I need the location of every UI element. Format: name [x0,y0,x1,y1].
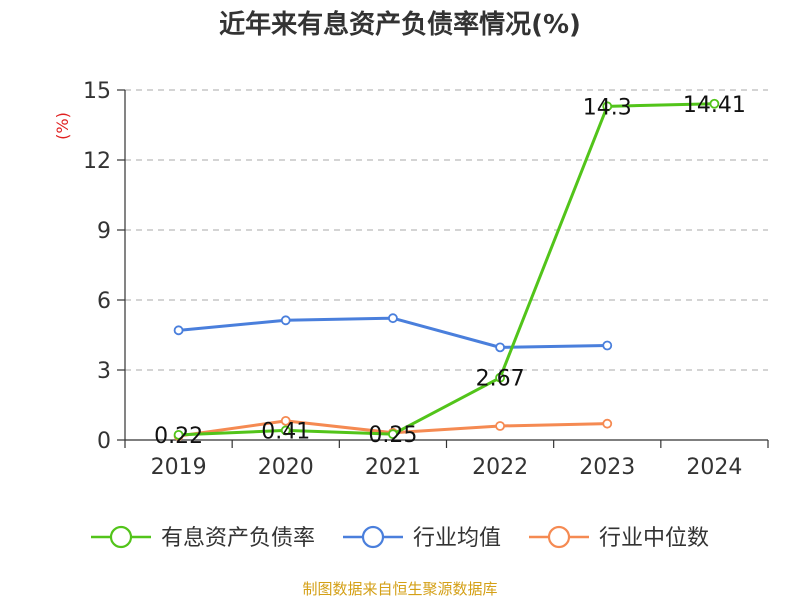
data-label: 2.67 [476,367,525,392]
data-point-interest-debt-ratio [495,372,505,383]
y-tick-label: 3 [97,359,111,384]
data-point-industry-mean [495,342,505,353]
data-point-industry-median [602,418,613,429]
data-point-industry-median [280,415,291,426]
legend-label: 有息资产负债率 [161,526,315,551]
data-label: 0.22 [154,424,203,449]
y-tick-label: 15 [83,79,111,104]
grid-lines [125,89,768,371]
y-tick-label: 0 [97,429,111,454]
series-lines [173,98,720,441]
legend-marker [547,525,571,549]
x-tick-label: 2021 [365,455,421,480]
y-tick-label: 6 [97,289,111,314]
x-tick-label: 2019 [151,455,207,480]
legend-label: 行业均值 [413,526,501,551]
data-point-industry-mean [388,313,398,324]
legend: 有息资产负债率 行业均值 行业中位数 [91,525,709,551]
legend-marker [109,525,133,549]
legend-marker [361,525,385,549]
series-line-interest-debt-ratio [177,102,716,437]
y-axis-unit-label: (%) [53,112,72,140]
data-point-industry-mean [173,325,184,336]
data-point-interest-debt-ratio [173,429,184,440]
data-point-interest-debt-ratio [602,101,613,112]
legend-item: 有息资产负债率 [91,525,315,551]
data-labels: 0.22 0.41 0.25 2.67 14.3 14.41 [154,93,746,449]
data-point-interest-debt-ratio [388,429,398,440]
x-tick-label: 2023 [579,455,635,480]
axes: 0 3 6 9 12 15 2019 2020 2021 2022 2023 2024 [83,79,769,480]
data-point-industry-mean [602,340,613,351]
y-tick-label: 9 [97,219,111,244]
source-note: 制图数据来自恒生聚源数据库 [302,580,498,598]
data-point-industry-mean [280,315,291,326]
data-point-interest-debt-ratio [709,98,720,109]
data-label: 0.41 [261,419,310,444]
data-point-industry-median [495,421,505,431]
legend-label: 行业中位数 [599,526,709,551]
chart-title: 近年来有息资产负债率情况(%) [219,10,581,40]
data-label: 0.25 [368,423,417,448]
data-point-interest-debt-ratio [280,425,291,436]
y-tick-label: 12 [83,149,111,174]
x-tick-label: 2020 [258,455,314,480]
legend-item: 行业均值 [343,525,501,551]
data-label: 14.3 [583,95,632,120]
x-tick-label: 2024 [686,455,742,480]
x-tick-label: 2022 [472,455,528,480]
data-label: 14.41 [683,93,746,118]
legend-item: 行业中位数 [529,525,709,551]
